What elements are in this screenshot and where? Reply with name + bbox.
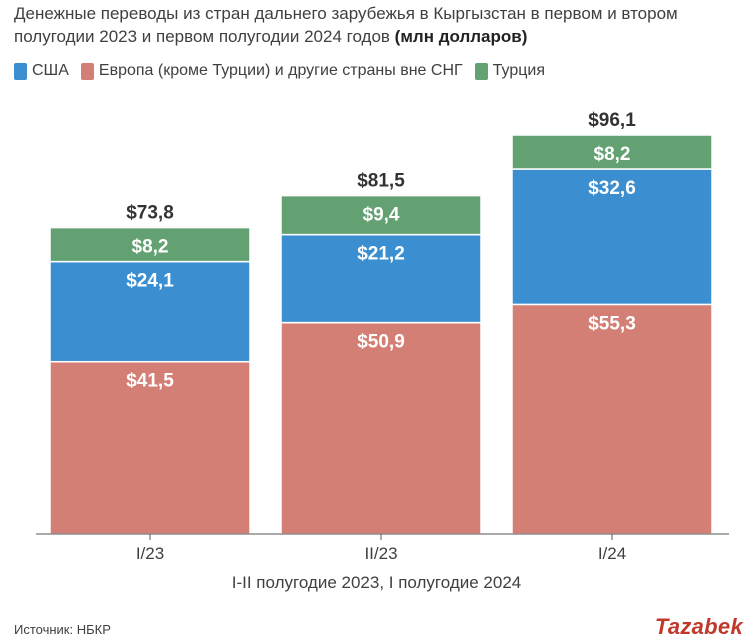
data-label-usa-2: $21,2 (357, 244, 405, 265)
x-axis-title: I-II полугодие 2023, I полугодие 2024 (231, 573, 522, 592)
legend-label-usa: США (32, 62, 69, 79)
legend-label-europe: Европа (кроме Турции) и другие страны вн… (98, 62, 463, 79)
total-label-3: $96,1 (588, 110, 636, 131)
bar-turkey-3 (511, 134, 713, 170)
data-label-europe-3: $55,3 (588, 313, 636, 334)
legend-label-turkey: Турция (492, 62, 546, 79)
source-note: Источник: НБКР (14, 622, 111, 637)
bar-usa-2 (280, 233, 482, 324)
legend-item-turkey: Турция (474, 62, 546, 80)
bar-europe-3 (511, 303, 713, 535)
data-label-europe-2: $50,9 (357, 332, 405, 353)
legend-swatch-usa (14, 62, 27, 80)
x-tick-label-3: I/24 (598, 544, 626, 563)
bar-usa-3 (511, 168, 713, 306)
x-tick-label-2: II/23 (364, 544, 397, 563)
chart-title-unit: (млн долларов) (394, 27, 528, 46)
bar-europe-1 (49, 360, 251, 535)
bar-europe-2 (280, 321, 482, 535)
data-label-turkey-1: $8,2 (132, 237, 169, 258)
bar-usa-1 (49, 260, 251, 363)
data-label-europe-1: $41,5 (126, 371, 174, 392)
bar-turkey-2 (280, 194, 482, 236)
data-label-turkey-2: $9,4 (363, 205, 400, 226)
legend-swatch-turkey (474, 62, 488, 80)
legend-item-usa: США (14, 62, 69, 80)
total-label-2: $81,5 (357, 171, 405, 192)
chart-title-text: Денежные переводы из стран дальнего зару… (14, 4, 678, 46)
legend-swatch-europe (80, 62, 94, 80)
bar-turkey-1 (49, 226, 251, 263)
data-label-usa-3: $32,6 (588, 178, 636, 199)
total-label-1: $73,8 (126, 203, 174, 224)
data-label-turkey-3: $8,2 (594, 144, 631, 165)
brand-logo: Tazabek (654, 614, 743, 639)
legend: США Европа (кроме Турции) и другие стран… (14, 62, 557, 80)
chart-title: Денежные переводы из стран дальнего зару… (14, 2, 744, 48)
x-tick-label-1: I/23 (136, 544, 164, 563)
legend-item-europe: Европа (кроме Турции) и другие страны вн… (80, 62, 463, 80)
stacked-bar-chart: $41,5 $24,1 $8,2 $73,8 I/23 $50,9 $21,2 $9,4 $81… (36, 110, 729, 563)
data-label-usa-1: $24,1 (126, 271, 174, 292)
